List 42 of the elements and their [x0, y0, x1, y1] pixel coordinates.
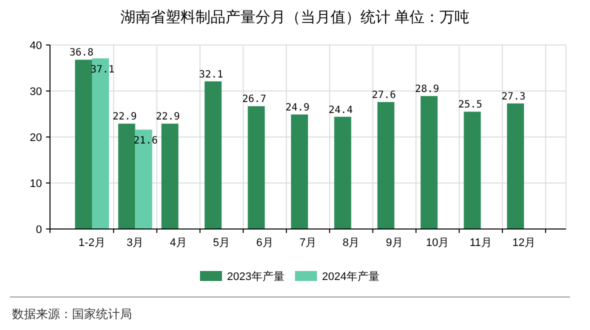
- data-label: 36.8: [69, 48, 94, 59]
- legend-label: 2023年产量: [227, 270, 284, 283]
- bar: [291, 114, 308, 229]
- y-tick-label: 30: [30, 86, 42, 98]
- legend-label: 2024年产量: [322, 270, 380, 283]
- y-tick-label: 10: [30, 178, 42, 190]
- x-tick-label: 11月: [470, 237, 492, 249]
- bar: [507, 103, 524, 229]
- x-tick-label: 1-2月: [78, 237, 106, 249]
- x-tick-label: 7月: [299, 237, 317, 249]
- x-tick-label: 10月: [426, 237, 450, 249]
- data-label: 24.4: [328, 104, 353, 116]
- x-tick-label: 5月: [213, 237, 230, 249]
- data-label: 22.9: [156, 112, 180, 123]
- data-label: 28.9: [415, 84, 440, 96]
- x-tick-label: 4月: [170, 237, 187, 249]
- y-tick-label: 20: [30, 132, 42, 144]
- x-tick-label: 8月: [342, 237, 360, 249]
- x-tick-label: 3月: [126, 237, 144, 249]
- bar: [204, 81, 222, 229]
- data-label: 27.3: [501, 91, 526, 102]
- bar: [118, 124, 136, 229]
- bar: [334, 116, 352, 229]
- x-tick-label: 9月: [386, 237, 403, 249]
- data-label: 22.9: [112, 112, 137, 123]
- bar: [75, 60, 92, 229]
- bar: [464, 112, 481, 229]
- data-label: 26.7: [242, 94, 266, 106]
- bar: [377, 102, 394, 229]
- data-label: 24.9: [285, 102, 310, 114]
- x-tick-label: 6月: [256, 237, 274, 249]
- chart-title: 湖南省塑料制品产量分月（当月值）统计 单位：万吨: [120, 9, 470, 26]
- bar: [161, 124, 178, 229]
- data-label: 25.5: [458, 100, 482, 111]
- source-note: 数据来源：国家统计局: [12, 307, 132, 321]
- bar: [420, 96, 438, 229]
- y-tick-label: 40: [30, 40, 42, 52]
- y-tick-label: 0: [36, 224, 42, 236]
- bar: [248, 106, 265, 229]
- data-label: 27.6: [372, 90, 396, 102]
- data-label: 32.1: [199, 69, 224, 80]
- x-tick-label: 12月: [512, 237, 536, 249]
